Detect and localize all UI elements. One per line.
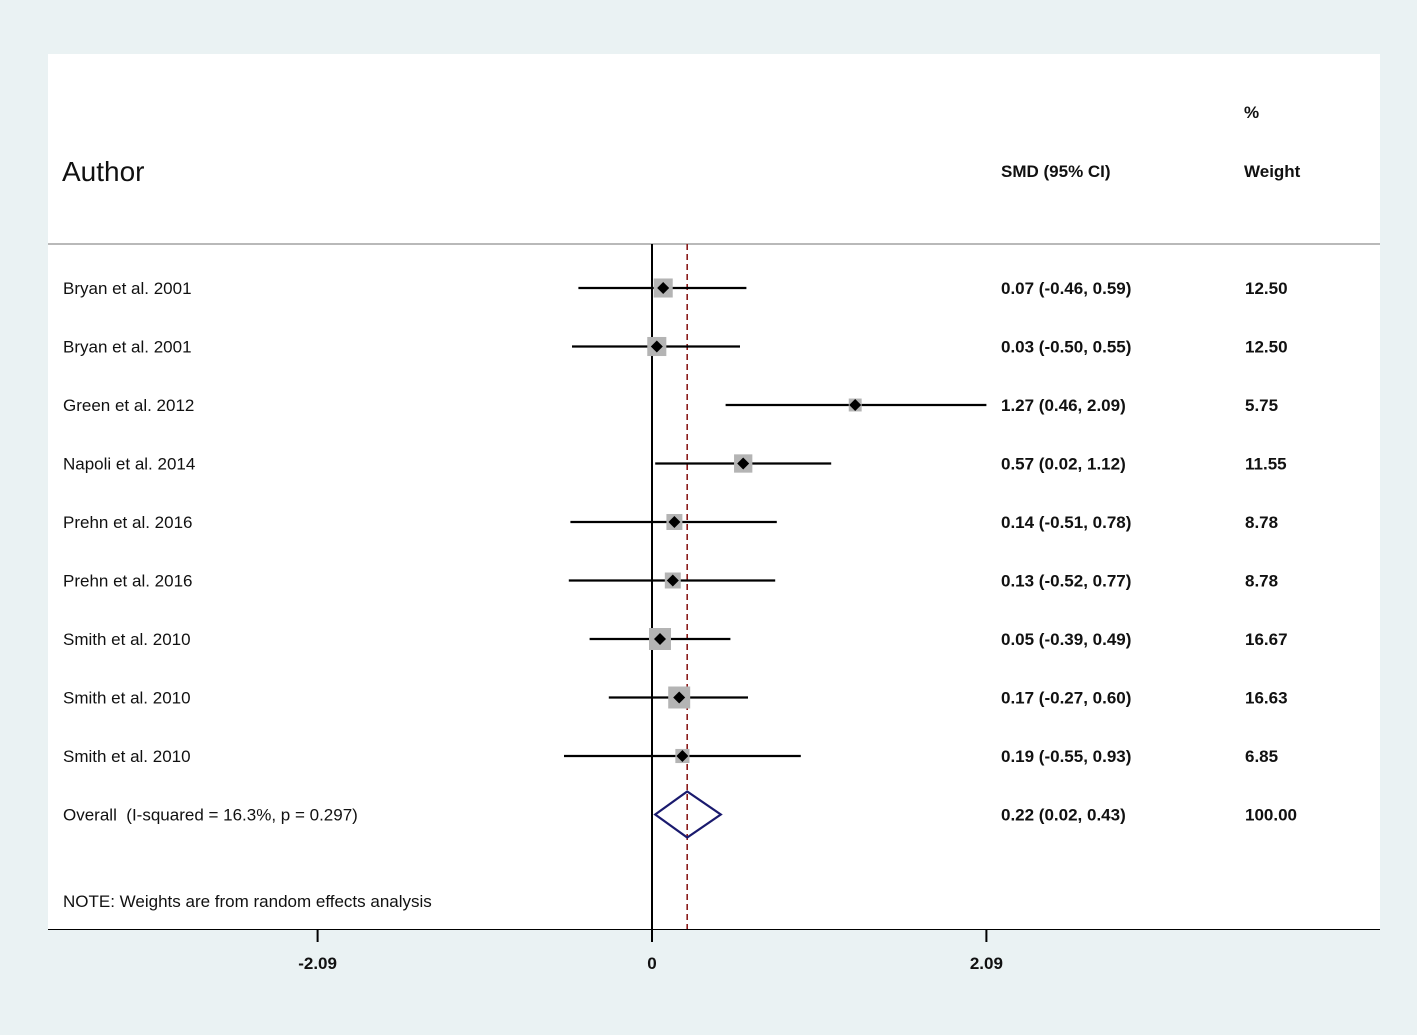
study-author: Bryan et al. 2001 [63, 279, 192, 298]
note-text: NOTE: Weights are from random effects an… [63, 892, 432, 911]
point-estimate [654, 633, 666, 645]
point-estimate [650, 340, 663, 353]
study-author: Prehn et al. 2016 [63, 572, 192, 591]
study-row: Smith et al. 2010 0.05 (-0.39, 0.49) 16.67 [63, 628, 1288, 650]
study-row: Napoli et al. 2014 0.57 (0.02, 1.12) 11.55 [63, 454, 1287, 474]
x-tick-label: 2.09 [970, 954, 1003, 973]
study-weight: 8.78 [1245, 572, 1278, 591]
study-author: Smith et al. 2010 [63, 630, 191, 649]
study-ci: 0.17 (-0.27, 0.60) [1001, 689, 1131, 708]
x-tick-label: -2.09 [298, 954, 337, 973]
study-ci: 1.27 (0.46, 2.09) [1001, 396, 1126, 415]
forest-plot-panel: Author SMD (95% CI) % Weight Bryan et al… [48, 54, 1380, 973]
study-weight: 12.50 [1245, 279, 1288, 298]
study-author: Prehn et al. 2016 [63, 513, 192, 532]
effect-header: SMD (95% CI) [1001, 162, 1111, 181]
study-rows: Bryan et al. 2001 0.07 (-0.46, 0.59) 12.50… [63, 278, 1288, 766]
study-author: Green et al. 2012 [63, 396, 194, 415]
study-row: Bryan et al. 2001 0.07 (-0.46, 0.59) 12.50 [63, 278, 1288, 298]
overall-weight: 100.00 [1245, 806, 1297, 825]
study-ci: 0.14 (-0.51, 0.78) [1001, 513, 1131, 532]
forest-plot: Author SMD (95% CI) % Weight Bryan et al… [48, 103, 1380, 930]
study-ci: 0.03 (-0.50, 0.55) [1001, 338, 1131, 357]
study-weight: 5.75 [1245, 396, 1278, 415]
study-row: Prehn et al. 2016 0.14 (-0.51, 0.78) 8.78 [63, 513, 1278, 532]
overall-diamond [653, 790, 723, 839]
x-tick-label: 0 [647, 954, 656, 973]
x-axis: -2.09 0 2.09 [298, 930, 1003, 973]
weight-header-line1: % [1244, 103, 1259, 122]
study-author: Smith et al. 2010 [63, 689, 191, 708]
study-ci: 0.13 (-0.52, 0.77) [1001, 572, 1131, 591]
study-ci: 0.07 (-0.46, 0.59) [1001, 279, 1131, 298]
study-weight: 8.78 [1245, 513, 1278, 532]
study-weight: 16.63 [1245, 689, 1288, 708]
study-ci: 0.05 (-0.39, 0.49) [1001, 630, 1131, 649]
point-estimate [668, 516, 681, 528]
study-row: Prehn et al. 2016 0.13 (-0.52, 0.77) 8.78 [63, 572, 1278, 591]
study-author: Bryan et al. 2001 [63, 338, 192, 357]
overall-label: Overall (I-squared = 16.3%, p = 0.297) [63, 806, 358, 825]
study-weight: 16.67 [1245, 630, 1288, 649]
author-header: Author [62, 156, 145, 187]
overall-row: Overall (I-squared = 16.3%, p = 0.297) 0.… [63, 790, 1297, 839]
overall-ci: 0.22 (0.02, 0.43) [1001, 806, 1126, 825]
study-row: Green et al. 2012 1.27 (0.46, 2.09) 5.75 [63, 396, 1278, 415]
study-ci: 0.19 (-0.55, 0.93) [1001, 747, 1131, 766]
weight-header-line2: Weight [1244, 162, 1301, 181]
point-estimate [676, 750, 689, 762]
study-row: Smith et al. 2010 0.17 (-0.27, 0.60) 16.63 [63, 686, 1288, 709]
point-estimate [849, 399, 862, 411]
study-ci: 0.57 (0.02, 1.12) [1001, 455, 1126, 474]
study-row: Smith et al. 2010 0.19 (-0.55, 0.93) 6.85 [63, 747, 1278, 766]
study-weight: 11.55 [1245, 455, 1287, 474]
x-axis-ticks: -2.09 0 2.09 [298, 930, 1003, 973]
study-author: Napoli et al. 2014 [63, 455, 195, 474]
study-row: Bryan et al. 2001 0.03 (-0.50, 0.55) 12.50 [63, 336, 1288, 357]
reference-lines [651, 244, 689, 930]
study-weight: 12.50 [1245, 338, 1288, 357]
study-author: Smith et al. 2010 [63, 747, 191, 766]
point-estimate [673, 691, 686, 704]
point-estimate [666, 574, 679, 587]
point-estimate [657, 282, 670, 294]
point-estimate [737, 457, 750, 470]
study-weight: 6.85 [1245, 747, 1278, 766]
